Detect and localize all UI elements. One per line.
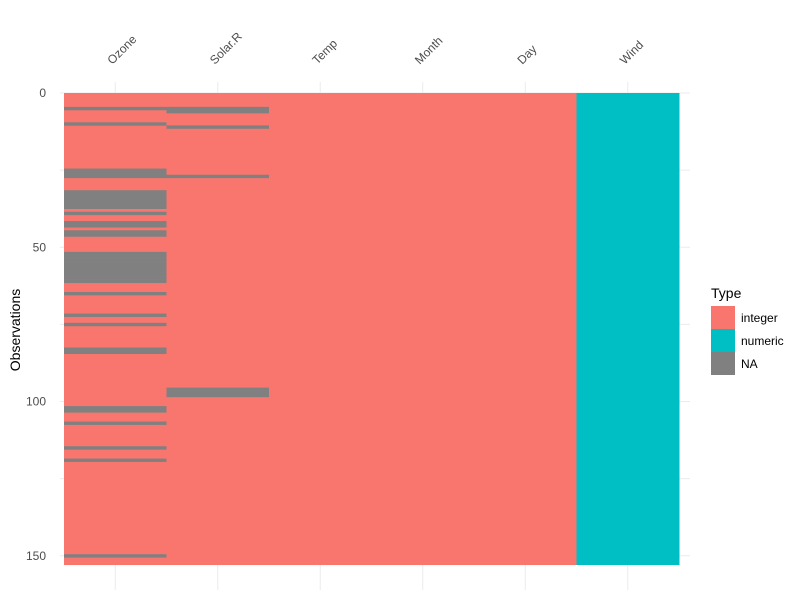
na-cell [166, 106, 270, 111]
x-tick-label: Solar.R [207, 29, 245, 67]
legend-label: integer [741, 311, 778, 325]
legend-swatch [711, 329, 735, 352]
na-cell [64, 270, 167, 274]
column-tile-wind [576, 93, 680, 566]
na-cell [166, 393, 270, 398]
x-tick-label: Temp [309, 36, 340, 67]
na-cell [64, 254, 167, 259]
na-cell [166, 174, 270, 179]
na-cell [64, 202, 167, 206]
y-tick-label: 0 [39, 86, 46, 100]
na-cell [64, 267, 167, 271]
x-tick-labels: Ozone Solar.R Temp Month Day Wind [104, 29, 646, 67]
na-cell [166, 109, 270, 114]
na-cell [64, 261, 167, 265]
column-tile-ozone [64, 93, 167, 566]
na-cell [64, 168, 167, 172]
na-cell [166, 390, 270, 395]
na-cell [64, 174, 167, 179]
column-tile-day [474, 93, 577, 566]
na-cell [64, 554, 167, 558]
legend-label: numeric [741, 334, 784, 348]
na-cell [64, 313, 167, 317]
na-cell [64, 230, 167, 234]
na-cell [64, 193, 167, 197]
na-cell [64, 406, 167, 410]
x-tick-label: Day [514, 42, 539, 67]
y-tick-labels: 0 50 100 150 [26, 86, 46, 563]
x-tick-label: Wind [617, 38, 646, 67]
na-cell [64, 421, 167, 425]
na-cell [64, 211, 167, 216]
x-tick-label: Month [412, 34, 445, 67]
na-cell [64, 273, 167, 277]
na-cell [64, 224, 167, 228]
na-cell [64, 205, 167, 209]
na-cell [64, 264, 167, 268]
y-axis-title: Observations [7, 289, 23, 371]
na-cell [64, 233, 167, 237]
na-cell [64, 258, 167, 262]
column-tile-temp [269, 93, 372, 566]
na-cell [64, 409, 167, 413]
na-cell [64, 446, 167, 450]
na-cell [64, 190, 167, 194]
column-tile-month [371, 93, 475, 566]
na-cell [64, 291, 167, 296]
y-tick-label: 100 [26, 395, 46, 409]
y-tick-label: 150 [26, 549, 46, 563]
na-cell [64, 251, 167, 256]
na-cell [64, 106, 167, 111]
na-cell [64, 322, 167, 327]
column-tile-solar-r [166, 93, 270, 566]
na-cell [64, 347, 167, 351]
legend-items: integer numeric NA [711, 306, 784, 375]
na-cell [64, 221, 167, 225]
na-cell [64, 171, 167, 176]
na-cell [166, 125, 270, 129]
na-cell [166, 387, 270, 392]
y-tick-label: 50 [33, 240, 47, 254]
na-cell [64, 279, 167, 284]
na-cell [64, 122, 167, 126]
na-cell [64, 196, 167, 200]
na-cell [64, 458, 167, 462]
legend: Type integer numeric NA [711, 285, 784, 375]
legend-swatch [711, 352, 735, 375]
legend-label: NA [741, 357, 758, 371]
legend-swatch [711, 306, 735, 329]
na-cell [64, 276, 167, 280]
na-cell [64, 199, 167, 203]
heatmap-tiles [64, 93, 680, 566]
na-cell [64, 350, 167, 354]
x-tick-label: Ozone [104, 32, 139, 67]
legend-title: Type [711, 285, 742, 301]
